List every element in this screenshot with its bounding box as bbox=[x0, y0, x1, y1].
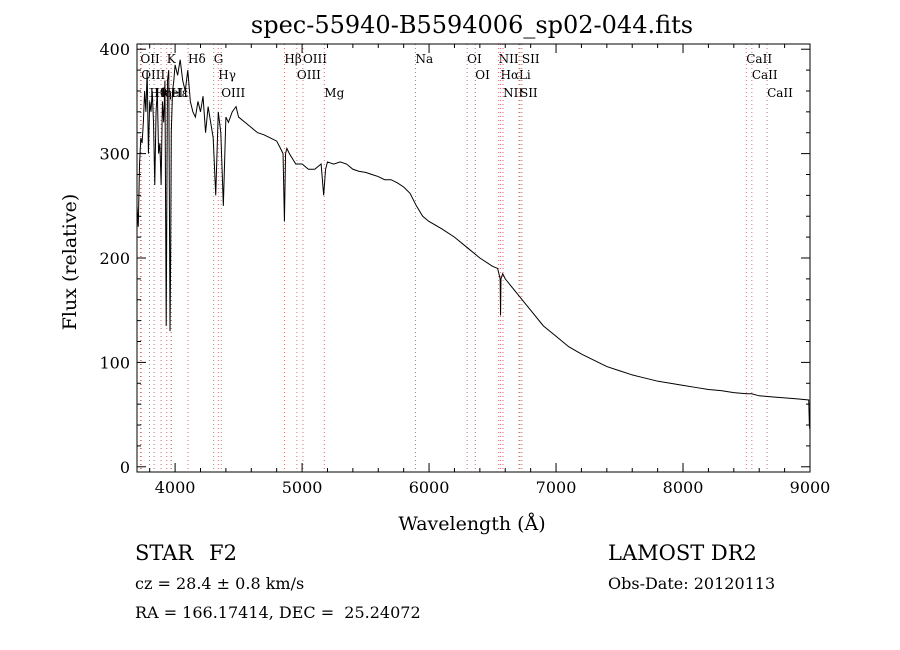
y-tick-label: 0 bbox=[120, 458, 130, 477]
reference-line-label: CaII bbox=[752, 68, 778, 82]
y-tick-label: 400 bbox=[99, 40, 130, 59]
y-tick-label: 300 bbox=[99, 145, 130, 164]
object-subclass: F2 bbox=[209, 541, 237, 565]
x-tick-label: 4000 bbox=[155, 478, 196, 497]
reference-line-label: OIII bbox=[303, 52, 327, 66]
x-axis-label: Wavelength (Å) bbox=[398, 513, 545, 535]
x-tick-label: 7000 bbox=[536, 478, 577, 497]
reference-line-label: Hε bbox=[171, 86, 188, 100]
x-tick-label: 9000 bbox=[790, 478, 831, 497]
reference-line-label: CaII bbox=[767, 86, 793, 100]
reference-line-label: NII bbox=[503, 86, 523, 100]
spectrum-series-line bbox=[136, 59, 811, 431]
reference-line-label: Hα bbox=[501, 68, 520, 82]
reference-line-label: NII bbox=[499, 52, 519, 66]
reference-line-label: OIII bbox=[297, 68, 321, 82]
reference-line-label: H bbox=[171, 86, 181, 100]
chart-title: spec-55940-B5594006_sp02-044.fits bbox=[251, 11, 693, 39]
survey-name: LAMOST DR2 bbox=[608, 541, 757, 565]
x-tick-label: 5000 bbox=[282, 478, 323, 497]
reference-line-label: OI bbox=[475, 68, 490, 82]
observation-date: Obs-Date: 20120113 bbox=[608, 574, 776, 593]
reference-line-label: Li bbox=[519, 68, 531, 82]
reference-line-label: G bbox=[214, 52, 224, 66]
y-tick-label: 100 bbox=[99, 353, 130, 372]
reference-line-label: CaII bbox=[746, 52, 772, 66]
reference-line-label: Hδ bbox=[188, 52, 206, 66]
x-tick-label: 6000 bbox=[409, 478, 450, 497]
reference-line-label: OIII bbox=[221, 86, 245, 100]
plot-frame bbox=[136, 43, 811, 473]
reference-line-label: Hβ bbox=[284, 52, 301, 66]
y-tick-label: 200 bbox=[99, 249, 130, 268]
reference-line-label: OII bbox=[140, 52, 160, 66]
axis-ticks: 4000 5000 6000 7000 8000 9000 0 100 200 300 400 bbox=[99, 40, 830, 497]
object-class: STAR bbox=[135, 541, 194, 565]
reference-line-label: OIII bbox=[141, 68, 165, 82]
reference-line-label: K bbox=[167, 52, 177, 66]
reference-line-label: Mg bbox=[324, 86, 344, 100]
reference-line-label: SII bbox=[520, 86, 538, 100]
reference-line-label: Na bbox=[415, 52, 433, 66]
x-tick-label: 8000 bbox=[663, 478, 704, 497]
reference-line-label: OI bbox=[467, 52, 482, 66]
reference-line-markers bbox=[139, 44, 768, 472]
reference-line-label: SII bbox=[522, 52, 540, 66]
y-axis-label: Flux (relative) bbox=[59, 194, 81, 331]
sky-coordinates: RA = 166.17414, DEC = 25.24072 bbox=[135, 603, 421, 622]
redshift-velocity: cz = 28.4 ± 0.8 km/s bbox=[135, 574, 305, 593]
reference-line-label: Hγ bbox=[218, 68, 236, 82]
